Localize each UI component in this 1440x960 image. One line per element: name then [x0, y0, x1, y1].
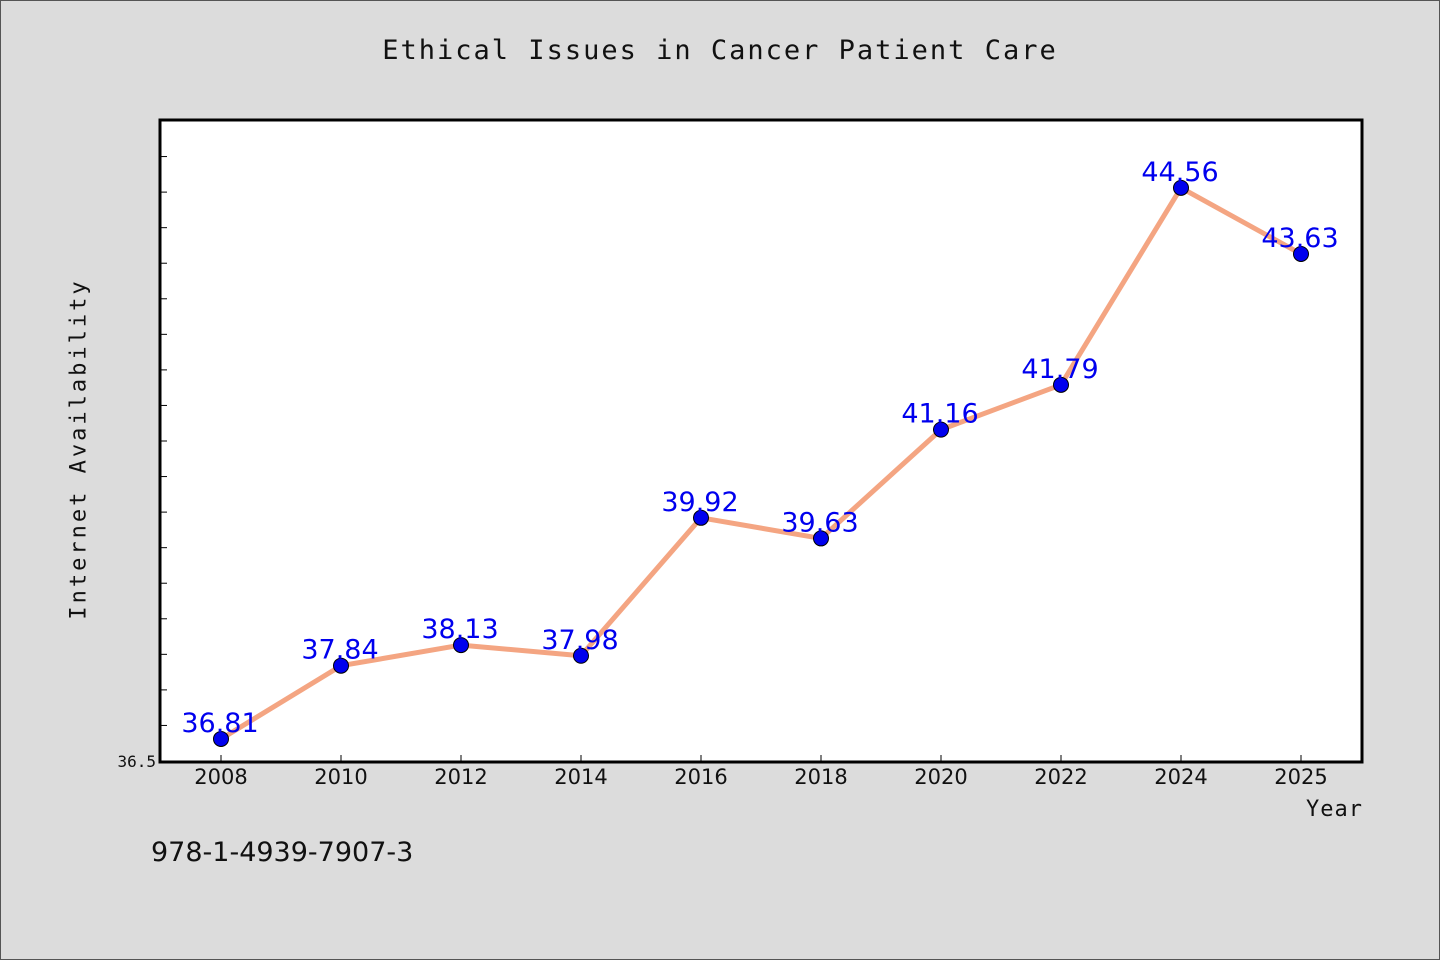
data-point: [1173, 179, 1189, 196]
x-tick-label: 2016: [674, 765, 727, 789]
x-tick-label: 2022: [1034, 765, 1087, 789]
x-axis-label: Year: [1306, 797, 1363, 822]
data-label: 36.81: [181, 708, 258, 739]
x-tick-label: 2024: [1154, 765, 1207, 789]
data-label: 38.13: [421, 614, 498, 645]
x-tick-label: 2025: [1274, 765, 1327, 789]
x-tick-label: 2010: [314, 765, 367, 789]
series-line: [218, 185, 1304, 742]
data-point: [813, 530, 829, 547]
data-label: 39.63: [781, 507, 858, 538]
data-label: 37.84: [301, 635, 378, 666]
data-label: 43.63: [1261, 223, 1338, 254]
data-point: [573, 647, 589, 664]
data-label: 41.16: [901, 399, 978, 430]
y-axis-ticks: 36.5: [117, 156, 167, 771]
data-label: 37.98: [541, 625, 618, 656]
isbn-text: 978-1-4939-7907-3: [151, 837, 414, 868]
x-tick-label: 2014: [554, 765, 607, 789]
x-axis-ticks: 2008 2010 2012 2014 2016 2018 2020 2022 2024 2025: [194, 755, 1328, 789]
data-point: [1053, 376, 1069, 393]
plot-area: [158, 118, 1364, 764]
data-point: [693, 509, 709, 526]
x-tick-label: 2012: [434, 765, 487, 789]
data-label: 41.79: [1021, 354, 1098, 385]
data-label: 39.92: [661, 487, 738, 518]
data-point: [333, 657, 349, 674]
series-layer: 36.81 37.84 38.13 37.98 39.92 39.63 41.16 41.79…: [181, 157, 1339, 747]
y-axis-label: Internet Availability: [66, 278, 92, 620]
data-point: [213, 730, 229, 747]
data-point: [453, 637, 469, 654]
x-tick-label: 2018: [794, 765, 847, 789]
x-tick-label: 2020: [914, 765, 967, 789]
data-label: 44.56: [1141, 157, 1218, 188]
chart-title: Ethical Issues in Cancer Patient Care: [382, 35, 1058, 66]
y-tick-label: 36.5: [117, 752, 156, 771]
data-point: [933, 421, 949, 438]
data-point: [1293, 245, 1309, 262]
x-tick-label: 2008: [194, 765, 247, 789]
